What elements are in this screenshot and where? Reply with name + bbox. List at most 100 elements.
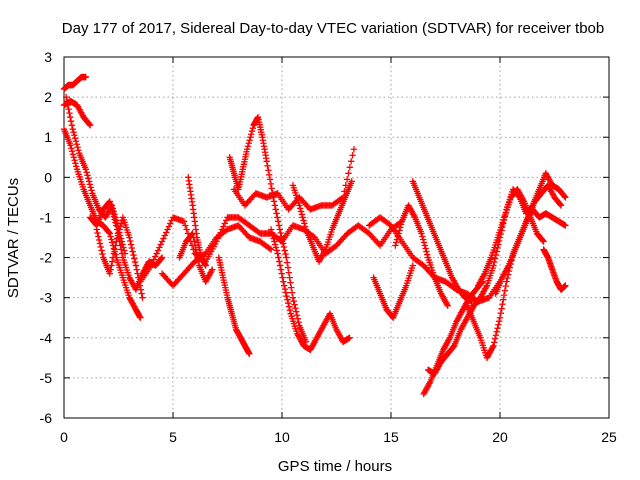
y-axis-label: SDTVAR / TECUs xyxy=(5,178,22,298)
data-point xyxy=(67,142,74,149)
data-point xyxy=(162,229,170,236)
data-point xyxy=(286,274,293,281)
data-point xyxy=(498,305,505,312)
data-point xyxy=(164,226,171,233)
data-point xyxy=(346,334,353,341)
data-point xyxy=(495,318,503,325)
data-point xyxy=(62,93,70,101)
data-point xyxy=(115,229,122,236)
series-sat-l xyxy=(226,113,310,345)
data-point xyxy=(491,339,498,346)
y-tick-label: -6 xyxy=(40,410,53,426)
data-point xyxy=(154,247,162,254)
data-point xyxy=(158,238,166,245)
data-point xyxy=(285,269,293,276)
data-point xyxy=(491,335,499,342)
data-point xyxy=(111,216,118,223)
data-point xyxy=(65,105,72,113)
data-point xyxy=(248,128,256,135)
y-tick-label: 3 xyxy=(44,49,52,65)
data-point xyxy=(117,223,124,230)
data-point xyxy=(99,250,106,258)
data-point xyxy=(271,241,279,248)
data-point xyxy=(157,241,164,248)
data-point xyxy=(500,296,507,303)
data-point xyxy=(160,235,167,242)
data-point xyxy=(419,236,427,243)
data-point xyxy=(301,223,309,230)
data-point xyxy=(86,121,94,129)
data-point xyxy=(293,312,301,319)
data-point xyxy=(283,254,290,261)
data-point xyxy=(267,246,275,253)
data-point xyxy=(71,157,78,164)
data-point xyxy=(130,251,137,259)
data-point xyxy=(67,113,74,121)
data-point xyxy=(289,294,297,301)
data-point xyxy=(265,167,272,174)
data-point xyxy=(191,238,198,245)
data-point xyxy=(392,242,399,249)
series-sat-b xyxy=(60,73,89,93)
data-point xyxy=(106,198,113,205)
data-point xyxy=(280,282,288,289)
data-point xyxy=(109,239,116,246)
data-point xyxy=(562,282,569,289)
data-point xyxy=(73,141,81,148)
data-point xyxy=(85,175,92,182)
data-point xyxy=(74,144,81,151)
data-point xyxy=(127,241,135,248)
data-point xyxy=(274,218,282,225)
data-point xyxy=(298,211,306,218)
data-point xyxy=(393,236,401,243)
data-point xyxy=(349,152,356,159)
data-point xyxy=(118,250,126,257)
data-point xyxy=(183,226,190,233)
x-tick-label: 15 xyxy=(383,429,399,445)
data-point xyxy=(68,145,75,152)
data-point xyxy=(395,230,402,237)
data-point xyxy=(292,304,299,312)
data-point xyxy=(109,207,116,214)
data-point xyxy=(283,259,291,266)
data-point xyxy=(113,235,121,242)
x-axis-label: GPS time / hours xyxy=(278,458,392,475)
data-point xyxy=(299,214,306,221)
data-point xyxy=(108,262,115,269)
data-point xyxy=(562,194,569,201)
data-point xyxy=(109,254,117,261)
data-point xyxy=(86,181,94,188)
data-point xyxy=(497,310,505,317)
data-point xyxy=(490,342,497,349)
data-point xyxy=(83,169,90,176)
data-point xyxy=(82,166,89,173)
data-point xyxy=(129,248,136,255)
data-point xyxy=(118,220,125,227)
data-point xyxy=(127,237,134,245)
data-point xyxy=(97,243,104,251)
data-point xyxy=(561,193,568,200)
data-point xyxy=(273,247,281,254)
data-point xyxy=(288,284,295,291)
data-point xyxy=(132,262,140,269)
data-point xyxy=(138,290,145,297)
data-point xyxy=(268,229,276,236)
series-sat-a xyxy=(60,126,144,321)
data-point xyxy=(137,286,145,293)
series-sat-n xyxy=(267,226,353,354)
data-point xyxy=(82,73,89,81)
data-point xyxy=(502,282,509,290)
data-point xyxy=(277,266,285,273)
data-point xyxy=(152,253,159,260)
x-tick-label: 0 xyxy=(60,429,68,445)
y-tick-label: -1 xyxy=(40,209,53,225)
data-point xyxy=(279,236,286,244)
data-point xyxy=(495,321,502,328)
data-point xyxy=(285,299,292,307)
data-point xyxy=(84,172,91,179)
series-sat-f xyxy=(93,214,146,301)
data-point xyxy=(286,307,294,314)
series-sat-d xyxy=(62,93,129,257)
data-point xyxy=(165,223,173,230)
data-point xyxy=(158,254,166,261)
